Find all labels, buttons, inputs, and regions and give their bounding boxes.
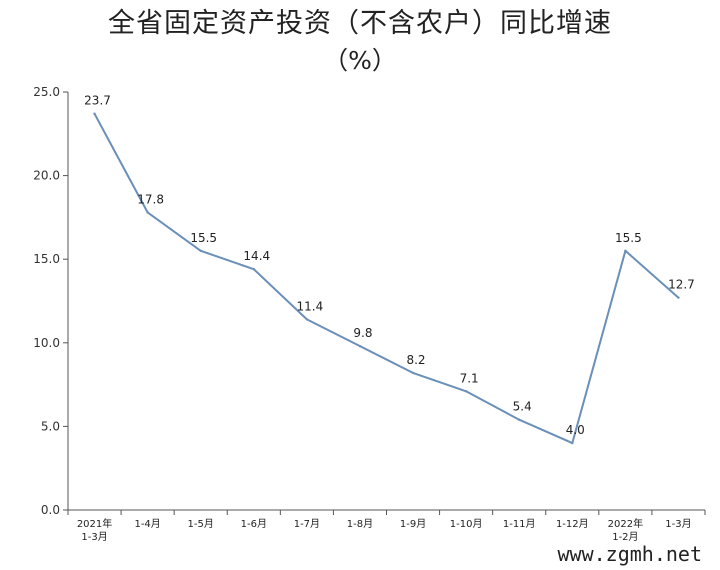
data-point [677,296,680,299]
x-tick-label: 1-9月 [400,518,426,530]
x-tick-label: 1-5月 [188,518,214,530]
data-label: 12.7 [668,278,695,292]
x-tick-label: 1-3月 [665,518,691,530]
data-label: 9.8 [353,326,372,340]
data-label: 14.4 [243,249,270,263]
data-label: 5.4 [513,400,532,414]
data-label: 11.4 [297,299,324,313]
y-tick-label: 20.0 [33,169,60,183]
x-tick-label: 1-3月 [81,531,107,543]
data-label: 17.8 [137,192,164,206]
data-point [358,344,362,348]
x-tick-label: 2021年 [77,517,112,530]
x-tick-label: 1-6月 [241,518,267,530]
data-point [146,211,149,214]
data-point [571,441,574,445]
data-label: 7.1 [460,371,479,385]
y-tick-label: 5.0 [41,419,60,433]
x-tick-label: 1-12月 [556,518,589,530]
data-point [464,390,468,393]
data-label: 4.0 [566,423,585,437]
x-tick-label: 1-4月 [134,518,160,530]
y-tick-label: 15.0 [33,252,60,266]
data-point [624,249,627,253]
data-point [305,318,309,321]
x-tick-label: 1-7月 [294,518,320,530]
data-point [518,418,521,421]
data-point [199,249,202,253]
y-tick-label: 0.0 [41,503,60,517]
data-point [93,112,96,115]
y-tick-label: 10.0 [33,336,60,350]
y-tick-label: 25.0 [33,85,60,99]
data-label: 23.7 [84,94,111,108]
x-tick-label: 2022年 [608,517,643,530]
x-tick-label: 1-8月 [347,518,373,530]
x-tick-label: 1-11月 [503,518,536,530]
data-point [252,268,255,271]
x-tick-label: 1-10月 [450,518,483,530]
x-tick-label: 1-2月 [612,531,638,543]
data-label: 15.5 [190,231,217,245]
chart-title: 全省固定资产投资（不含农户）同比增速 [108,8,612,39]
data-label: 15.5 [615,231,642,245]
data-point [411,371,415,375]
watermark: www.zgmh.net [557,542,703,566]
chart-subtitle: （%） [323,46,397,75]
data-label: 8.2 [406,353,425,367]
series-line [93,113,680,445]
